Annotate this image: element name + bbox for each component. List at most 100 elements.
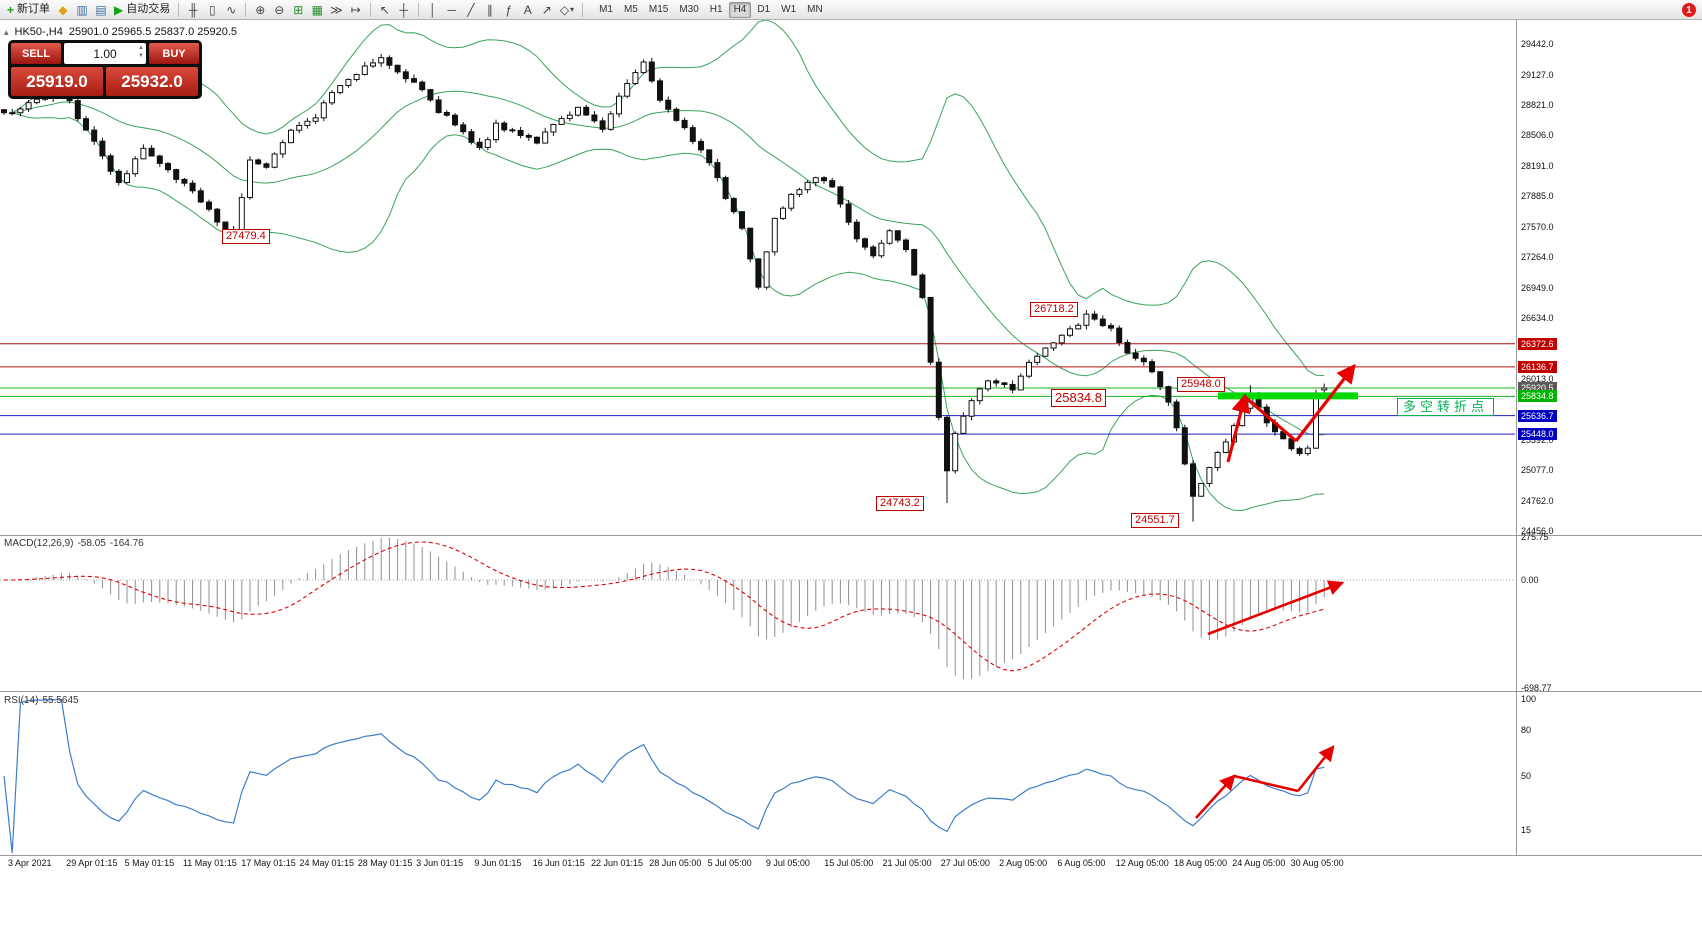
chart-shift-icon: ↦ [350,2,361,17]
time-label: 5 May 01:15 [124,858,175,868]
zoom-in-icon[interactable]: ⊕ [251,1,269,18]
price-tick: 24456.0 [1521,526,1554,536]
time-label: 18 Aug 05:00 [1174,858,1228,868]
new-order-button[interactable]: + 新订单 [4,1,53,18]
macd-axis-value: 0.00 [1521,575,1539,585]
data-window-icon[interactable]: ▤ [92,1,110,18]
arrows-tool-icon: ↗ [541,2,552,17]
text-tool-icon[interactable]: A [519,1,537,18]
time-label: 2 Aug 05:00 [999,858,1048,868]
timeframe-button-m5[interactable]: M5 [623,4,638,15]
zoom-out-icon: ⊖ [274,2,285,17]
chart-symbol-timeframe: HK50-,H4 [14,26,63,38]
timeframe-button-m15[interactable]: M15 [648,4,669,15]
fibonacci-tool-icon: ƒ [505,2,513,17]
timeframe-button-mn[interactable]: MN [807,4,823,15]
price-tick: 28821.0 [1521,99,1554,110]
sell-button[interactable]: SELL [11,43,61,64]
price-callout: 25834.8 [1051,389,1106,407]
history-center-icon[interactable]: ◆ [54,1,72,18]
line-chart-mode-icon[interactable]: ∿ [222,1,240,18]
price-tick: 26949.0 [1521,282,1554,293]
time-label: 24 May 01:15 [299,858,355,868]
time-label: 29 Apr 01:15 [66,858,118,868]
timeframe-button-m1[interactable]: M1 [599,4,613,15]
rsi-indicator-panel[interactable] [0,692,1515,855]
time-label: 21 Jul 05:00 [882,858,932,868]
time-label: 28 May 01:15 [357,858,413,868]
rsi-value: 55.5645 [42,695,79,706]
candlestick-mode-icon[interactable]: ▯ [203,1,221,18]
price-tick: 27885.0 [1521,191,1554,202]
price-flag-25448.0: 25448.0 [1518,428,1557,441]
chart-ohlc-header: ▴ HK50-,H4 25901.0 25965.5 25837.0 25920… [4,26,237,38]
toolbar-separator [417,2,419,17]
chart-shift-icon[interactable]: ↦ [347,1,365,18]
new-order-icon: + [7,2,15,17]
price-flag-26136.7: 26136.7 [1518,360,1557,373]
time-label: 11 May 01:15 [182,858,237,868]
toolbar-separator [369,2,371,17]
horizontal-line-tool-icon[interactable]: ─ [443,1,461,18]
tile-windows-icon: ⊞ [293,2,304,17]
timeframe-button-m30[interactable]: M30 [679,4,699,15]
time-label: 27 Jul 05:00 [940,858,990,868]
horizontal-line-tool-icon: ─ [447,2,457,17]
auto-scroll-icon[interactable]: ≫ [327,1,346,18]
macd-signal-value: -164.76 [109,538,144,549]
vertical-line-tool-icon[interactable]: │ [424,1,442,18]
zoom-out-icon[interactable]: ⊖ [270,1,288,18]
shapes-tool-icon: ◇ [559,2,570,17]
channel-tool-icon[interactable]: ∥ [481,1,499,18]
trendline-tool-icon[interactable]: ╱ [462,1,480,18]
price-flag-25834.8: 25834.8 [1518,390,1557,403]
time-label: 30 Aug 05:00 [1290,858,1344,868]
buy-price[interactable]: 25932.0 [106,67,198,96]
text-tool-icon: A [523,2,532,17]
toolbar-separator [178,2,180,17]
rsi-name: RSI(14) [4,695,39,706]
data-window-icon: ▤ [95,2,107,17]
tile-windows-icon[interactable]: ⊞ [289,1,307,18]
price-tick: 28191.0 [1521,161,1554,172]
market-watch-icon[interactable]: ▥ [73,1,91,18]
spinner-up-icon[interactable]: ▲ [138,45,144,51]
one-click-toggle-icon[interactable]: ▴ [4,26,9,37]
macd-label: MACD(12,26,9) -58.05 -164.76 [4,538,148,549]
arrows-tool-icon[interactable]: ↗ [538,1,556,18]
turning-point-annotation: 多空转折点 [1397,398,1495,416]
main-price-chart[interactable] [0,20,1515,535]
fibonacci-tool-icon[interactable]: ƒ [500,1,518,18]
buy-button[interactable]: BUY [149,43,199,64]
channel-tool-icon: ∥ [486,2,493,17]
panel-separator[interactable] [0,535,1702,536]
rsi-axis-value: 80 [1521,724,1532,735]
spinner-down-icon[interactable]: ▼ [138,53,144,59]
price-tick: 27570.0 [1521,221,1554,232]
history-center-icon: ◆ [58,2,68,17]
auto-trading-button[interactable]: ▶ 自动交易 [111,1,173,18]
volume-input[interactable]: 1.00 ▲ ▼ [64,43,146,64]
bar-chart-mode-icon[interactable]: ╫ [184,1,202,18]
chart-ohlc-values: 25901.0 25965.5 25837.0 25920.5 [68,26,238,38]
timeframe-button-h4[interactable]: H4 [728,1,752,18]
shapes-tool-icon[interactable]: ◇ ▾ [557,1,577,18]
time-label: 22 Jun 01:15 [591,858,644,868]
timeframe-button-h1[interactable]: H1 [709,4,723,15]
crosshair-icon[interactable]: ┼ [395,1,413,18]
panel-separator[interactable] [0,691,1702,692]
macd-indicator-panel[interactable] [0,535,1515,691]
axis-separator [1516,20,1517,855]
time-label: 3 Apr 2021 [8,858,52,868]
sell-price[interactable]: 25919.0 [11,67,103,96]
timeframe-button-d1[interactable]: D1 [757,4,771,15]
zoom-in-icon: ⊕ [255,2,266,17]
notification-badge[interactable]: 1 [1682,3,1696,17]
cursor-icon[interactable]: ↖ [376,1,394,18]
volume-spinner[interactable]: ▲ ▼ [138,44,144,60]
timeframe-button-w1[interactable]: W1 [781,4,797,15]
time-label: 9 Jun 01:15 [474,858,522,868]
cascade-windows-icon[interactable]: ▦ [308,1,326,18]
macd-value: -58.05 [77,538,106,549]
